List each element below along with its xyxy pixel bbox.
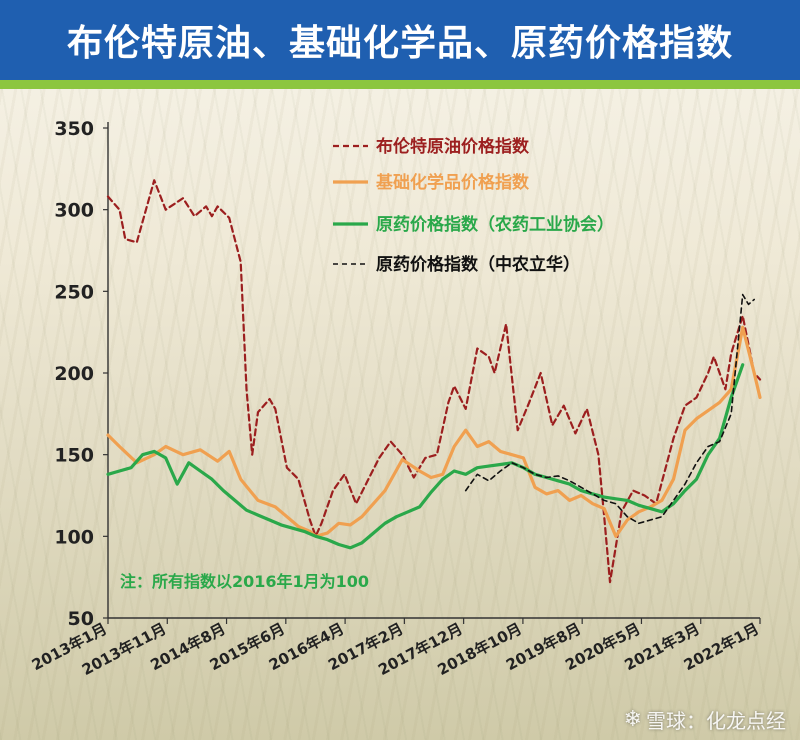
page-title: 布伦特原油、基础化学品、原药价格指数 bbox=[66, 23, 733, 64]
watermark-text: 雪球：化龙点经 bbox=[646, 709, 786, 733]
brent-oil-line bbox=[106, 179, 762, 584]
title-bar: 布伦特原油、基础化学品、原药价格指数 bbox=[0, 0, 800, 80]
chart-annotation: 注：所有指数以2016年1月为100 bbox=[120, 572, 369, 591]
y-tick-label: 300 bbox=[54, 200, 94, 222]
legend-brent-label: 布伦特原油价格指数 bbox=[376, 136, 530, 157]
watermark: ❄ 雪球：化龙点经 bbox=[624, 705, 786, 734]
legend-ccpia-label: 原药价格指数（农药工业协会） bbox=[376, 214, 614, 235]
legend-zhongnong-label: 原药价格指数（中农立华） bbox=[376, 254, 580, 275]
y-tick-label: 200 bbox=[54, 363, 94, 385]
y-tick-label: 100 bbox=[54, 526, 94, 548]
y-tick-label: 350 bbox=[54, 118, 94, 140]
y-tick-label: 150 bbox=[54, 445, 94, 467]
pesticide-ccpia-line bbox=[106, 363, 745, 550]
legend-chemicals-label: 基础化学品价格指数 bbox=[375, 172, 530, 193]
basic-chemicals-line bbox=[106, 325, 762, 538]
snowball-logo-icon: ❄ bbox=[623, 707, 642, 732]
wheat-field-background bbox=[0, 89, 800, 740]
y-tick-label: 250 bbox=[54, 281, 94, 303]
y-tick-label: 50 bbox=[68, 608, 94, 630]
pesticide-zhongnong-line bbox=[464, 293, 756, 525]
accent-strip bbox=[0, 80, 800, 89]
